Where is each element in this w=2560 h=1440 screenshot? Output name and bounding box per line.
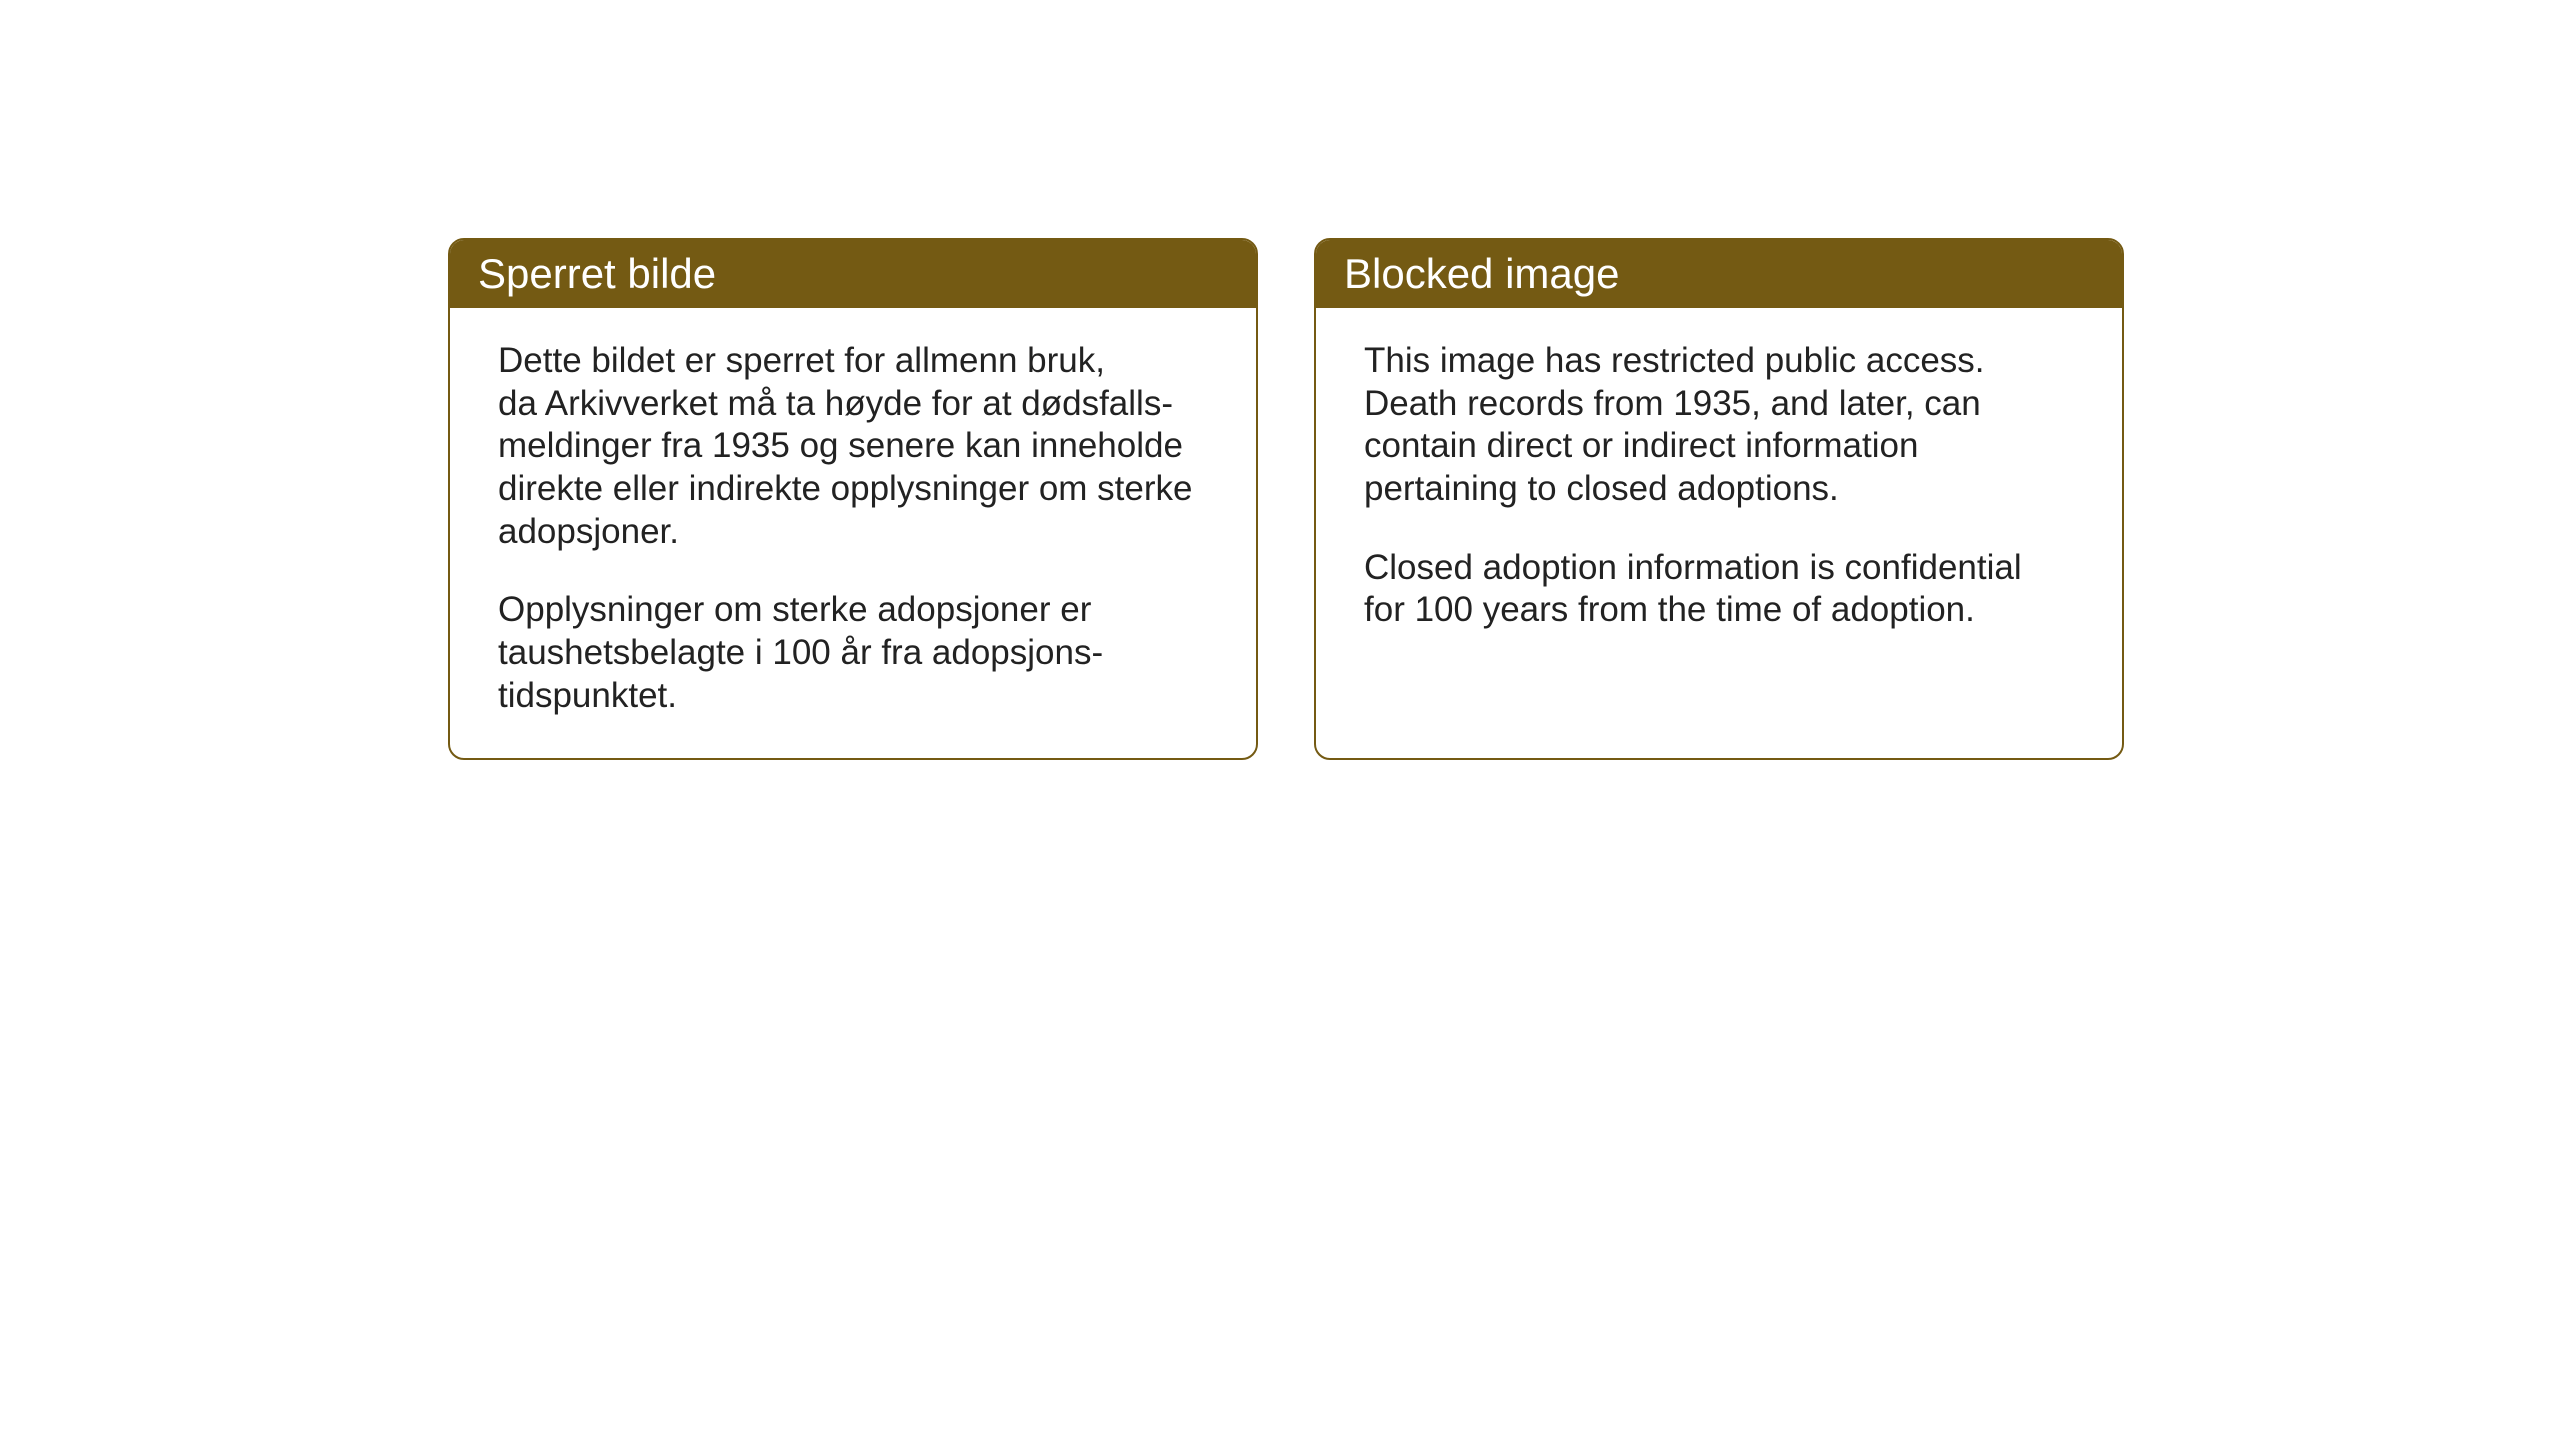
notice-card-norwegian: Sperret bilde Dette bildet er sperret fo… xyxy=(448,238,1258,760)
card-title-english: Blocked image xyxy=(1344,250,1619,297)
card-paragraph-norwegian-2: Opplysninger om sterke adopsjoner ertaus… xyxy=(498,589,1208,717)
card-paragraph-english-1: This image has restricted public access.… xyxy=(1364,340,2074,511)
card-body-english: This image has restricted public access.… xyxy=(1316,308,2122,672)
card-paragraph-norwegian-1: Dette bildet er sperret for allmenn bruk… xyxy=(498,340,1208,553)
card-body-norwegian: Dette bildet er sperret for allmenn bruk… xyxy=(450,308,1256,758)
card-title-norwegian: Sperret bilde xyxy=(478,250,716,297)
notice-card-english: Blocked image This image has restricted … xyxy=(1314,238,2124,760)
card-header-norwegian: Sperret bilde xyxy=(450,240,1256,308)
notice-cards-container: Sperret bilde Dette bildet er sperret fo… xyxy=(448,238,2124,760)
card-paragraph-english-2: Closed adoption information is confident… xyxy=(1364,547,2074,632)
card-header-english: Blocked image xyxy=(1316,240,2122,308)
